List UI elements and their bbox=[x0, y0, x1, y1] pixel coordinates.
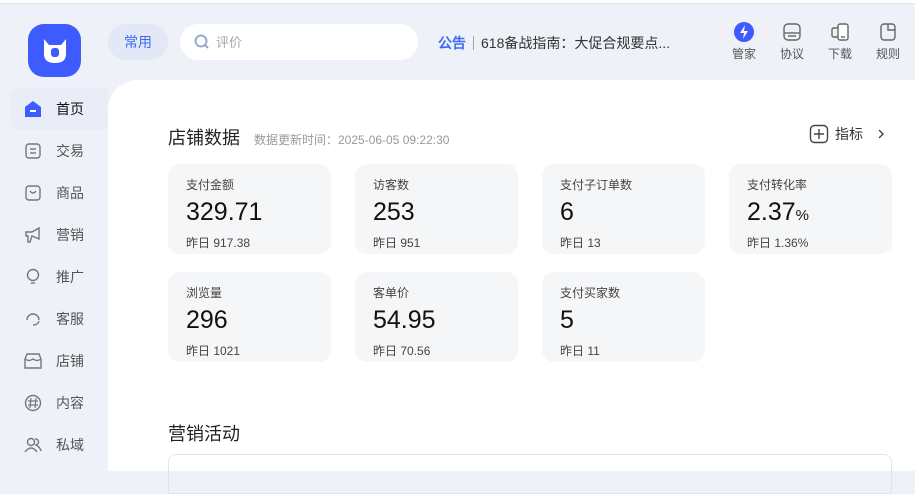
metric-cards: 支付金额 329.71 昨日 917.38 访客数 253 昨日 951 支付子订单… bbox=[168, 164, 892, 362]
tool-agreement[interactable]: 协议 bbox=[768, 22, 816, 62]
app-logo[interactable] bbox=[28, 24, 81, 77]
sidebar-item-content[interactable]: 内容 bbox=[10, 382, 108, 424]
metric-yesterday: 昨日 951 bbox=[373, 236, 421, 250]
metric-yesterday: 昨日 70.56 bbox=[373, 344, 431, 358]
metric-label: 支付买家数 bbox=[560, 286, 621, 300]
top-tools: 管家 协议 下载 规则 bbox=[720, 22, 912, 62]
metric-yesterday: 昨日 11 bbox=[560, 344, 600, 358]
megaphone-icon bbox=[25, 226, 40, 243]
metric-card[interactable]: 访客数 253 昨日 951 bbox=[355, 164, 518, 254]
metric-label: 访客数 bbox=[373, 178, 410, 192]
metric-value-number: 5 bbox=[560, 306, 574, 334]
metric-value: 5 bbox=[560, 306, 687, 338]
metric-value-number: 6 bbox=[560, 198, 574, 226]
tool-butler[interactable]: 管家 bbox=[720, 22, 768, 62]
metric-label: 浏览量 bbox=[186, 286, 223, 300]
search-box[interactable] bbox=[180, 24, 418, 60]
section-title-marketing: 营销活动 bbox=[168, 424, 240, 444]
sidebar-item-service[interactable]: 客服 bbox=[10, 298, 108, 340]
metric-card[interactable]: 客单价 54.95 昨日 70.56 bbox=[355, 272, 518, 362]
lightbulb-icon bbox=[26, 268, 40, 284]
search-icon bbox=[194, 34, 209, 49]
sidebar-item-marketing[interactable]: 营销 bbox=[10, 214, 108, 256]
notice-tag: 公告 bbox=[438, 35, 466, 51]
goods-icon bbox=[25, 185, 41, 201]
metric-value: 6 bbox=[560, 198, 687, 230]
metric-label: 支付金额 bbox=[186, 178, 235, 192]
metric-label: 客单价 bbox=[373, 286, 410, 300]
sidebar-item-promotion[interactable]: 推广 bbox=[10, 256, 108, 298]
metric-value: 253 bbox=[373, 198, 500, 230]
metric-yesterday: 昨日 13 bbox=[560, 236, 601, 250]
plus-square-icon bbox=[809, 124, 829, 144]
search-input[interactable] bbox=[216, 34, 396, 50]
headset-icon bbox=[26, 313, 40, 326]
metric-value-number: 2.37 bbox=[747, 198, 796, 226]
chevron-right-icon bbox=[878, 129, 884, 139]
sidebar: 首页 交易 商品 营销 推广 客服 店铺 内容 私域 bbox=[10, 88, 108, 466]
store-icon bbox=[24, 353, 42, 369]
metric-value-number: 296 bbox=[186, 306, 228, 334]
trade-icon bbox=[25, 143, 41, 159]
metric-yesterday: 昨日 1.36% bbox=[747, 236, 809, 250]
butler-lightning-icon bbox=[734, 22, 754, 42]
tool-rules[interactable]: 规则 bbox=[864, 22, 912, 62]
metric-label: 支付子订单数 bbox=[560, 178, 633, 192]
marketing-panel bbox=[168, 454, 892, 494]
agreement-icon bbox=[783, 23, 801, 41]
metrics-button[interactable]: 指标 bbox=[809, 124, 891, 144]
rules-icon bbox=[880, 23, 896, 41]
sidebar-item-goods[interactable]: 商品 bbox=[10, 172, 108, 214]
metric-card[interactable]: 支付金额 329.71 昨日 917.38 bbox=[168, 164, 331, 254]
top-border bbox=[0, 0, 915, 4]
common-button[interactable]: 常用 bbox=[108, 24, 168, 60]
divider bbox=[473, 36, 474, 50]
metric-card[interactable]: 支付转化率 2.37% 昨日 1.36% bbox=[729, 164, 892, 254]
metric-card[interactable]: 支付子订单数 6 昨日 13 bbox=[542, 164, 705, 254]
sidebar-item-private[interactable]: 私域 bbox=[10, 424, 108, 466]
download-device-icon bbox=[831, 23, 849, 41]
sidebar-item-trade[interactable]: 交易 bbox=[10, 130, 108, 172]
metric-yesterday: 昨日 1021 bbox=[186, 344, 241, 358]
notice-bar[interactable]: 公告 618备战指南：大促合规要点... bbox=[438, 33, 670, 53]
tool-download[interactable]: 下载 bbox=[816, 22, 864, 62]
metric-unit: % bbox=[795, 207, 810, 224]
section-title-store: 店铺数据 bbox=[168, 128, 240, 148]
metric-value-number: 253 bbox=[373, 198, 415, 226]
metric-value: 296 bbox=[186, 306, 313, 338]
metric-label: 支付转化率 bbox=[747, 178, 808, 192]
metric-card[interactable]: 支付买家数 5 昨日 11 bbox=[542, 272, 705, 362]
home-icon bbox=[25, 101, 41, 117]
metric-value-number: 54.95 bbox=[373, 306, 436, 334]
users-icon bbox=[24, 437, 42, 453]
hashtag-icon bbox=[24, 394, 42, 412]
main-panel: 店铺数据 数据更新时间：2025-06-05 09:22:30 指标 支付金额 3… bbox=[108, 80, 915, 494]
metric-value: 2.37% bbox=[747, 198, 874, 230]
metric-value: 54.95 bbox=[373, 306, 500, 338]
sidebar-item-store[interactable]: 店铺 bbox=[10, 340, 108, 382]
metric-value-number: 329.71 bbox=[186, 198, 263, 226]
metric-card[interactable]: 浏览量 296 昨日 1021 bbox=[168, 272, 331, 362]
metric-yesterday: 昨日 917.38 bbox=[186, 236, 251, 250]
sidebar-item-home[interactable]: 首页 bbox=[10, 88, 108, 130]
metric-value: 329.71 bbox=[186, 198, 313, 230]
notice-text[interactable]: 618备战指南：大促合规要点... bbox=[481, 35, 671, 51]
update-time: 数据更新时间：2025-06-05 09:22:30 bbox=[254, 133, 450, 147]
